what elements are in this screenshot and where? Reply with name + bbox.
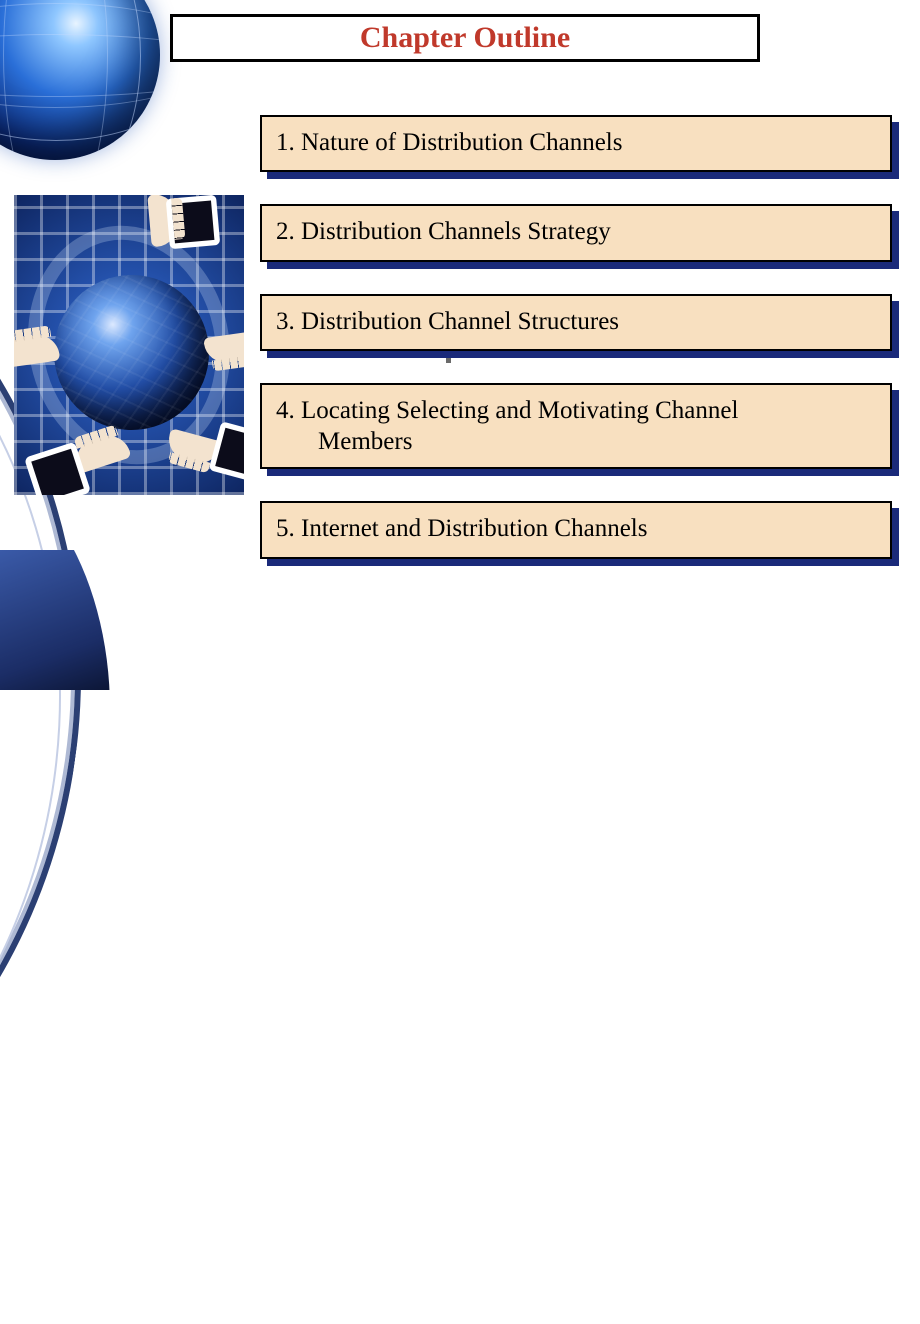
decorative-corner-fill — [0, 550, 110, 690]
item-box: 3. Distribution Channel Structures — [260, 294, 892, 351]
globe-decor-top — [0, 0, 160, 160]
outline-item-4: 4. Locating Selecting and Motivating Cha… — [260, 383, 892, 470]
item-text: 5. Internet and Distribution Channels — [276, 515, 647, 542]
outline-item-5: 5. Internet and Distribution Channels — [260, 501, 892, 558]
item-text-line2: Members — [276, 426, 876, 457]
side-illustration — [14, 195, 244, 495]
outline-item-2: 2. Distribution Channels Strategy — [260, 204, 892, 261]
outline-item-1: 1. Nature of Distribution Channels — [260, 115, 892, 172]
item-box: 2. Distribution Channels Strategy — [260, 204, 892, 261]
item-text: 3. Distribution Channel Structures — [276, 308, 619, 335]
slide-title: Chapter Outline — [360, 21, 570, 55]
globe-icon — [54, 275, 209, 430]
hand-icon — [147, 195, 178, 247]
item-text: 4. Locating Selecting and Motivating Cha… — [276, 397, 738, 424]
outline-item-3: 3. Distribution Channel Structures — [260, 294, 892, 351]
globe-gridlines — [0, 0, 160, 160]
title-box: Chapter Outline — [170, 14, 760, 62]
item-text: 2. Distribution Channels Strategy — [276, 218, 611, 245]
outline-list: 1. Nature of Distribution Channels 2. Di… — [260, 115, 892, 591]
item-box: 4. Locating Selecting and Motivating Cha… — [260, 383, 892, 470]
item-box: 1. Nature of Distribution Channels — [260, 115, 892, 172]
item-box: 5. Internet and Distribution Channels — [260, 501, 892, 558]
hand-icon — [164, 428, 221, 468]
item-text: 1. Nature of Distribution Channels — [276, 129, 622, 156]
